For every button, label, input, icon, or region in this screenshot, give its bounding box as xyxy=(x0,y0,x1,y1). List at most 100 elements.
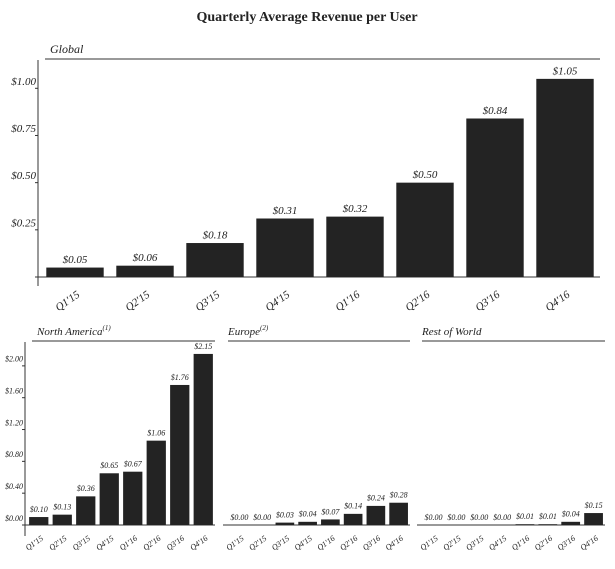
x-tick-label: Q1'15 xyxy=(24,534,45,553)
x-tick-label: Q3'15 xyxy=(71,534,92,553)
x-tick-label: Q1'16 xyxy=(510,534,531,553)
bar xyxy=(389,502,408,525)
x-tick-label: Q4'15 xyxy=(94,534,115,553)
value-label: $0.31 xyxy=(273,205,298,217)
panel-footnote: (2) xyxy=(260,324,269,332)
chart-title: Quarterly Average Revenue per User xyxy=(196,10,417,25)
value-label: $0.84 xyxy=(483,105,508,117)
x-tick-label: Q1'16 xyxy=(333,288,362,313)
bar xyxy=(186,243,244,277)
panel-title: Europe(2) xyxy=(227,324,269,338)
bar xyxy=(321,519,340,525)
value-label: $0.01 xyxy=(516,512,534,521)
value-label: $0.07 xyxy=(321,507,340,516)
x-tick-label: Q3'16 xyxy=(556,534,577,553)
panel-title-text: North America xyxy=(36,326,103,338)
panel-title: Rest of World xyxy=(421,326,482,338)
bar xyxy=(275,522,295,525)
x-tick-label: Q2'15 xyxy=(247,534,268,553)
bar xyxy=(515,524,535,525)
value-label: $0.00 xyxy=(470,513,488,522)
bar xyxy=(343,513,363,525)
bar xyxy=(584,513,603,525)
value-label: $0.00 xyxy=(230,513,248,522)
bar xyxy=(146,440,166,525)
bar xyxy=(116,265,174,277)
value-label: $1.76 xyxy=(171,373,189,382)
x-tick-label: Q2'15 xyxy=(47,534,68,553)
bar xyxy=(99,473,119,525)
bar xyxy=(29,517,49,525)
bar xyxy=(466,118,524,277)
value-label: $0.65 xyxy=(100,461,118,470)
value-label: $0.05 xyxy=(63,254,88,266)
x-tick-label: Q1'16 xyxy=(315,534,336,553)
y-tick-label: $0.00 xyxy=(5,514,23,523)
value-label: $1.06 xyxy=(147,428,165,437)
panel-title-text: Europe xyxy=(227,326,260,338)
x-tick-label: Q3'16 xyxy=(361,534,382,553)
bar xyxy=(396,182,454,277)
bar xyxy=(538,524,558,525)
value-label: $0.13 xyxy=(53,502,71,511)
value-label: $0.00 xyxy=(447,513,465,522)
panel-title-text: Global xyxy=(50,42,84,56)
value-label: $1.05 xyxy=(553,65,578,77)
value-label: $0.10 xyxy=(30,505,48,514)
x-tick-label: Q1'15 xyxy=(418,534,439,553)
value-label: $0.00 xyxy=(493,513,511,522)
x-tick-label: Q3'15 xyxy=(270,534,291,553)
y-tick-label: $0.25 xyxy=(11,217,36,229)
bar xyxy=(52,514,72,525)
value-label: $0.24 xyxy=(367,494,385,503)
x-tick-label: Q2'16 xyxy=(141,534,162,553)
y-tick-label: $0.50 xyxy=(11,170,36,182)
x-tick-label: Q4'16 xyxy=(579,534,600,553)
value-label: $0.01 xyxy=(539,512,557,521)
x-tick-label: Q2'16 xyxy=(533,534,554,553)
bar xyxy=(193,353,213,525)
y-tick-label: $1.20 xyxy=(5,418,23,427)
y-tick-label: $0.80 xyxy=(5,450,23,459)
value-label: $0.04 xyxy=(299,510,317,519)
value-label: $0.32 xyxy=(343,203,368,215)
y-tick-label: $0.40 xyxy=(5,482,23,491)
x-tick-label: Q3'15 xyxy=(464,534,485,553)
x-tick-label: Q4'16 xyxy=(384,534,405,553)
y-tick-label: $1.00 xyxy=(11,76,36,88)
panel-title: North America(1) xyxy=(36,324,111,338)
bar xyxy=(256,218,314,277)
bar xyxy=(123,471,143,525)
value-label: $0.28 xyxy=(390,491,408,500)
bar xyxy=(561,521,581,525)
bar xyxy=(298,521,317,525)
panel-title-text: Rest of World xyxy=(421,326,482,338)
bar xyxy=(76,496,96,525)
value-label: $0.15 xyxy=(585,501,603,510)
value-label: $0.03 xyxy=(276,510,294,519)
x-tick-label: Q4'16 xyxy=(543,288,572,313)
x-tick-label: Q3'16 xyxy=(473,288,502,313)
x-tick-label: Q3'16 xyxy=(165,534,186,553)
x-tick-label: Q2'15 xyxy=(441,534,462,553)
value-label: $0.00 xyxy=(253,513,271,522)
bar xyxy=(46,267,104,277)
x-tick-label: Q4'16 xyxy=(188,534,209,553)
x-tick-label: Q4'15 xyxy=(487,534,508,553)
bar xyxy=(536,78,594,277)
value-label: $0.06 xyxy=(133,252,158,264)
bar xyxy=(326,216,384,277)
x-tick-label: Q4'15 xyxy=(263,288,292,313)
value-label: $0.36 xyxy=(77,484,95,493)
panel-title: Global xyxy=(50,42,84,56)
x-tick-label: Q2'16 xyxy=(338,534,359,553)
value-label: $0.00 xyxy=(424,513,442,522)
x-tick-label: Q4'15 xyxy=(293,534,314,553)
panel-footnote: (1) xyxy=(103,324,112,332)
y-tick-label: $2.00 xyxy=(5,355,23,364)
x-tick-label: Q2'15 xyxy=(123,288,152,313)
x-tick-label: Q1'15 xyxy=(224,534,245,553)
value-label: $0.18 xyxy=(203,230,228,242)
x-tick-label: Q1'15 xyxy=(53,288,82,313)
